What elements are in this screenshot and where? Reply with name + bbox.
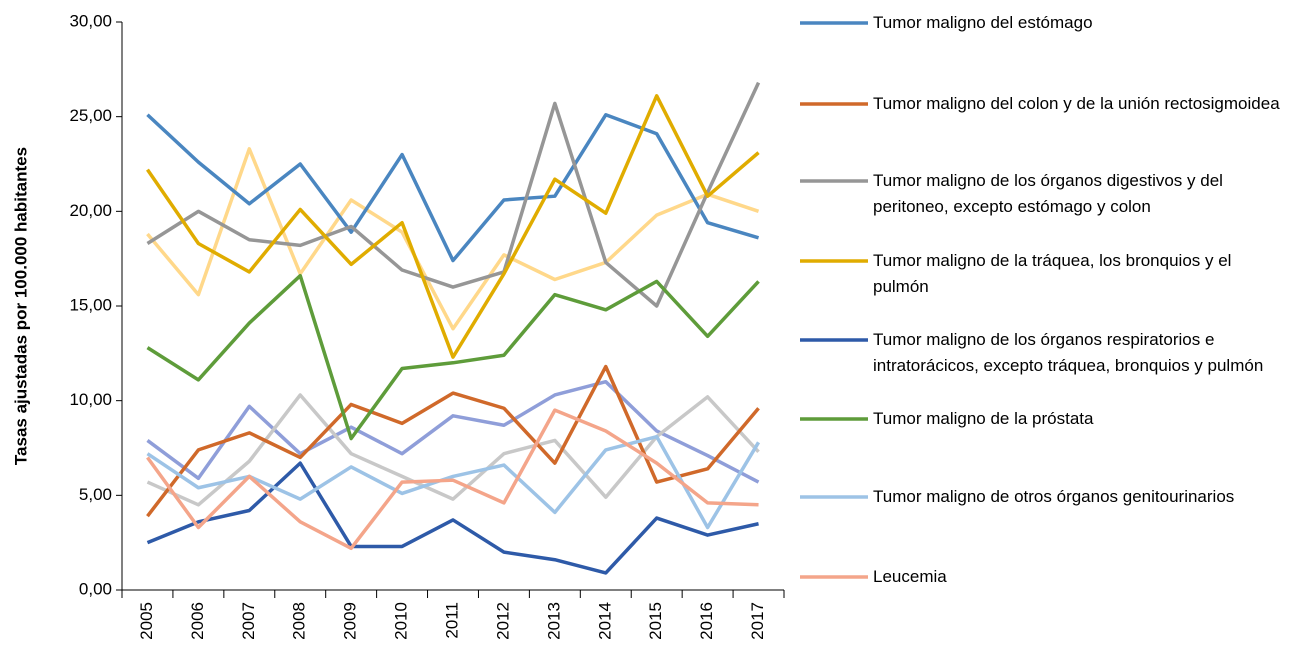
x-tick-label: 2006	[188, 602, 207, 640]
y-tick-label: 10,00	[69, 390, 112, 409]
y-tick-label: 0,00	[79, 579, 112, 598]
x-tick-label: 2017	[748, 602, 767, 640]
series-line	[146, 461, 759, 575]
series-line	[146, 81, 761, 308]
legend-label: Tumor maligno del colon y de la unión re…	[873, 94, 1280, 113]
x-tick-label: 2012	[493, 602, 512, 640]
y-tick-label: 5,00	[79, 485, 112, 504]
x-tick-label: 2007	[239, 602, 258, 640]
y-tick-label: 20,00	[69, 201, 112, 220]
x-tick-label: 2011	[442, 602, 461, 639]
x-tick-label: 2013	[544, 602, 563, 640]
x-tick-label: 2005	[137, 602, 156, 640]
series-line	[146, 94, 760, 359]
series-line	[146, 147, 760, 331]
x-tick-label: 2008	[290, 602, 309, 640]
x-tick-label: 2009	[341, 602, 360, 640]
y-tick-label: 15,00	[69, 295, 112, 314]
series-line	[146, 364, 760, 518]
y-tick-label: 30,00	[69, 11, 112, 30]
y-axis-title: Tasas ajustadas por 100.000 habitantes	[11, 147, 30, 465]
legend-label: Tumor maligno de la tráquea, los bronqui…	[873, 251, 1232, 296]
legend-label: Tumor maligno de la próstata	[873, 409, 1094, 428]
series-line	[146, 113, 760, 263]
legend-label: Tumor maligno de los órganos respiratori…	[873, 330, 1264, 375]
x-tick-label: 2015	[646, 602, 665, 640]
series-line	[146, 273, 760, 441]
x-tick-label: 2014	[595, 602, 614, 640]
legend-label: Tumor maligno del estómago	[873, 13, 1093, 32]
legend-label: Tumor maligno de los órganos digestivos …	[873, 171, 1223, 216]
legend-label: Tumor maligno de otros órganos genitouri…	[873, 487, 1235, 506]
x-tick-label: 2010	[392, 602, 411, 640]
y-tick-label: 25,00	[69, 106, 112, 125]
series-line	[146, 408, 759, 551]
series-line	[146, 379, 760, 484]
x-tick-label: 2016	[697, 602, 716, 640]
legend-label: Leucemia	[873, 567, 947, 586]
